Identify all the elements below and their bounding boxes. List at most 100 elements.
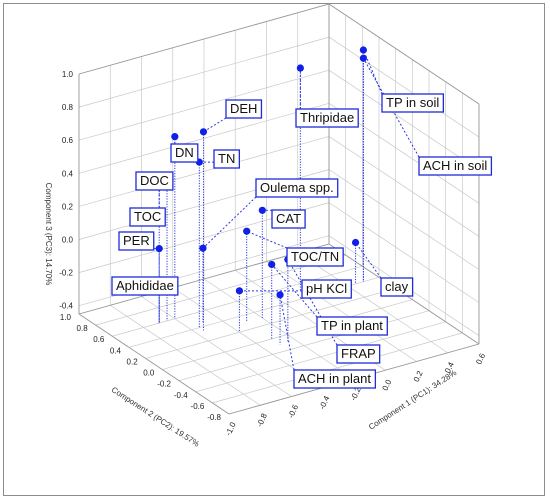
z-tick-label: -0.2 [59,269,73,278]
label-box-tp-in-plant [316,316,388,336]
leader-toc-tn [246,230,288,249]
point-tp-in-plant [268,260,276,269]
x-tick-label: 0.0 [381,378,394,392]
label-doc: DOC [135,171,174,191]
leader-deh [203,117,227,133]
label-text-cat: CAT [276,211,301,226]
label-box-cat [271,209,306,229]
label-box-oulema-spp [255,178,339,198]
label-text-thripidae: Thripidae [300,110,354,125]
x-tick-label: 0.2 [412,369,425,383]
point-thripidae [296,64,304,72]
label-text-ach-in-soil: ACH in soil [423,158,487,173]
point-toc-tn [243,227,251,235]
label-per: PER [118,231,155,251]
y-tick-label: -0.2 [157,380,171,389]
label-box-per [118,231,155,251]
label-ach-in-soil: ACH in soil [418,156,493,176]
x-tick-label: -1.0 [224,420,238,437]
chart-frame: 1.0 0.8 0.6 0.4 0.2 0.0 -0.2 -0.4 1.0 0.8 0.6 0.4 0.… [3,3,545,496]
z-tick-label: 0.8 [62,103,74,112]
label-box-ach-in-plant [293,369,377,389]
label-box-toc [129,207,166,227]
label-dn: DN [170,143,199,163]
label-tp-in-soil: TP in soil [381,93,444,113]
label-text-tp-in-plant: TP in plant [321,318,383,333]
y-tick-label: 0.4 [110,346,122,355]
label-text-toc-tn: TOC/TN [291,249,339,264]
point-oulema-spp [199,244,207,252]
label-ph-kcl: pH KCl [301,279,352,299]
y-tick-label: 0.6 [93,335,105,344]
label-oulema-spp: Oulema spp. [255,178,339,198]
label-text-dn: DN [175,145,194,160]
y-tick-label: -0.8 [207,413,221,422]
x-tick-label: 0.4 [443,360,456,374]
leader-ach-in-plant [279,294,295,371]
label-thripidae: Thripidae [295,108,359,128]
leader-clay [355,242,382,279]
point-ach-in-plant [276,291,284,299]
label-box-doc [135,171,174,191]
label-box-clay [380,277,414,297]
z-axis-label: Component 3 (PC3): 14.70% [44,183,53,286]
point-cat [258,206,266,214]
point-per [155,245,163,253]
label-text-doc: DOC [140,173,169,188]
point-tp-in-soil [359,46,367,54]
label-box-tp-in-soil [381,93,444,113]
label-deh: DEH [225,99,263,119]
label-text-frap: FRAP [341,346,376,361]
label-text-toc: TOC [134,209,161,224]
label-tp-in-plant: TP in plant [316,316,388,336]
label-aphididae: Aphididae [111,276,179,296]
label-text-deh: DEH [230,101,257,116]
y-tick-label: 1.0 [60,313,72,322]
label-text-oulema-spp: Oulema spp. [260,180,334,195]
x-tick-label: -0.4 [317,394,331,411]
y-tick-label: 0.8 [77,324,89,333]
label-cat: CAT [271,209,306,229]
label-text-aphididae: Aphididae [116,278,174,293]
point-clay [351,238,360,247]
label-box-thripidae [295,108,359,128]
y-tick-label: 0.0 [143,369,155,378]
pca-3d-scatter: 1.00.80.60.40.20.0-0.2-0.41.00.80.60.40.… [44,4,493,449]
label-text-tn: TN [218,151,235,166]
x-tick-label: -0.6 [286,403,300,420]
label-box-tn [213,149,240,169]
label-toc: TOC [129,207,166,227]
label-clay: clay [380,277,414,297]
z-tick-label: 0.4 [62,169,74,178]
label-text-ach-in-plant: ACH in plant [298,371,371,386]
y-tick-label: 0.2 [127,357,139,366]
label-box-ach-in-soil [418,156,493,176]
label-box-deh [225,99,263,119]
y-tick-label: -0.6 [191,402,205,411]
label-ach-in-plant: ACH in plant [293,369,377,389]
label-text-clay: clay [385,279,409,294]
y-tick-label: -0.4 [174,391,188,400]
point-dn [171,133,179,141]
label-text-tp-in-soil: TP in soil [386,95,439,110]
label-box-ph-kcl [301,279,352,299]
leader-oulema-spp [202,196,257,249]
x-tick-label: 0.6 [474,352,487,366]
label-box-dn [170,143,199,163]
z-tick-label: 0.6 [62,136,74,145]
z-tick-label: 0.2 [62,202,74,211]
point-ach-in-soil [359,54,367,62]
z-tick-label: 0.0 [62,236,74,245]
label-box-frap [336,344,381,364]
label-frap: FRAP [336,344,381,364]
label-box-toc-tn [286,247,344,267]
z-tick-label: -0.4 [59,302,73,311]
label-tn: TN [213,149,240,169]
point-ph-kcl [235,287,244,295]
point-deh [199,128,208,136]
z-tick-label: 1.0 [62,70,74,79]
label-toc-tn: TOC/TN [286,247,344,267]
label-box-aphididae [111,276,179,296]
leader-tp-in-plant [271,264,318,318]
label-text-ph-kcl: pH KCl [306,281,347,296]
